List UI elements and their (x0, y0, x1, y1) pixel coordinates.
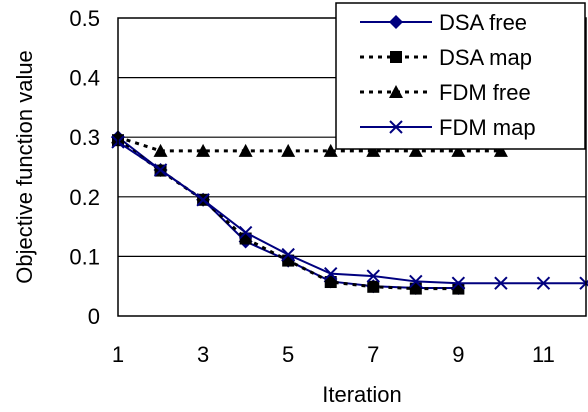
data-point (153, 163, 168, 177)
data-point (367, 280, 380, 293)
data-point (238, 225, 253, 240)
series-group (111, 130, 588, 295)
y-axis-label: Objective function value (12, 50, 37, 284)
x-tick-labels: 1 3 5 7 9 11 (112, 342, 555, 367)
legend-entry-fdm-free: FDM free (360, 80, 531, 105)
legend-entry-dsa-map: DSA map (360, 45, 532, 70)
legend-box (335, 2, 586, 150)
data-point (409, 274, 423, 289)
legend-swatch (360, 51, 432, 63)
legend-label: DSA free (439, 10, 527, 35)
legend-label: DSA map (439, 45, 532, 70)
x-tick-label: 11 (532, 342, 555, 367)
y-tick-labels: 0 0.1 0.2 0.3 0.4 0.5 (69, 6, 100, 329)
legend-marker (389, 15, 403, 29)
y-tick-label: 0.3 (69, 125, 100, 150)
x-tick-label: 1 (112, 342, 124, 367)
series-dsa-map (112, 134, 465, 295)
data-point (196, 193, 210, 207)
data-point (238, 143, 253, 157)
data-point (324, 276, 337, 289)
data-point (323, 143, 338, 157)
data-point (451, 143, 466, 157)
data-point (493, 143, 508, 157)
x-tick-label: 9 (452, 342, 464, 367)
y-tick-label: 0.1 (69, 244, 100, 269)
legend: DSA free DSA map FDM free FDM map (335, 2, 586, 150)
data-point (536, 276, 551, 290)
x-axis-label: Iteration (322, 382, 402, 407)
data-point (451, 276, 466, 290)
data-point (281, 143, 296, 157)
x-tick-label: 5 (282, 342, 294, 367)
series-line (117, 141, 586, 285)
legend-label: FDM map (439, 115, 536, 140)
series-fdm-map (111, 135, 588, 290)
legend-marker (389, 120, 403, 134)
legend-entry-fdm-map: FDM map (360, 115, 536, 140)
x-tick-label: 3 (197, 342, 209, 367)
data-point (324, 266, 338, 281)
data-point (366, 269, 380, 283)
data-point (281, 247, 295, 262)
data-point (494, 276, 508, 290)
y-tick-label: 0.5 (69, 6, 100, 31)
y-tick-label: 0 (88, 304, 100, 329)
legend-swatch (360, 15, 432, 29)
legend-marker (389, 85, 403, 98)
data-point (408, 143, 423, 157)
legend-label: FDM free (439, 80, 531, 105)
y-tick-label: 0.2 (69, 185, 100, 210)
legend-swatch (360, 85, 432, 98)
x-tick-label: 7 (367, 342, 379, 367)
y-tick-label: 0.4 (69, 66, 100, 91)
data-point (366, 143, 381, 157)
data-point (153, 143, 168, 157)
legend-marker (390, 51, 402, 63)
legend-entry-dsa-free: DSA free (360, 10, 527, 35)
series-line (117, 135, 501, 153)
legend-swatch (360, 120, 432, 134)
data-point (196, 143, 211, 157)
